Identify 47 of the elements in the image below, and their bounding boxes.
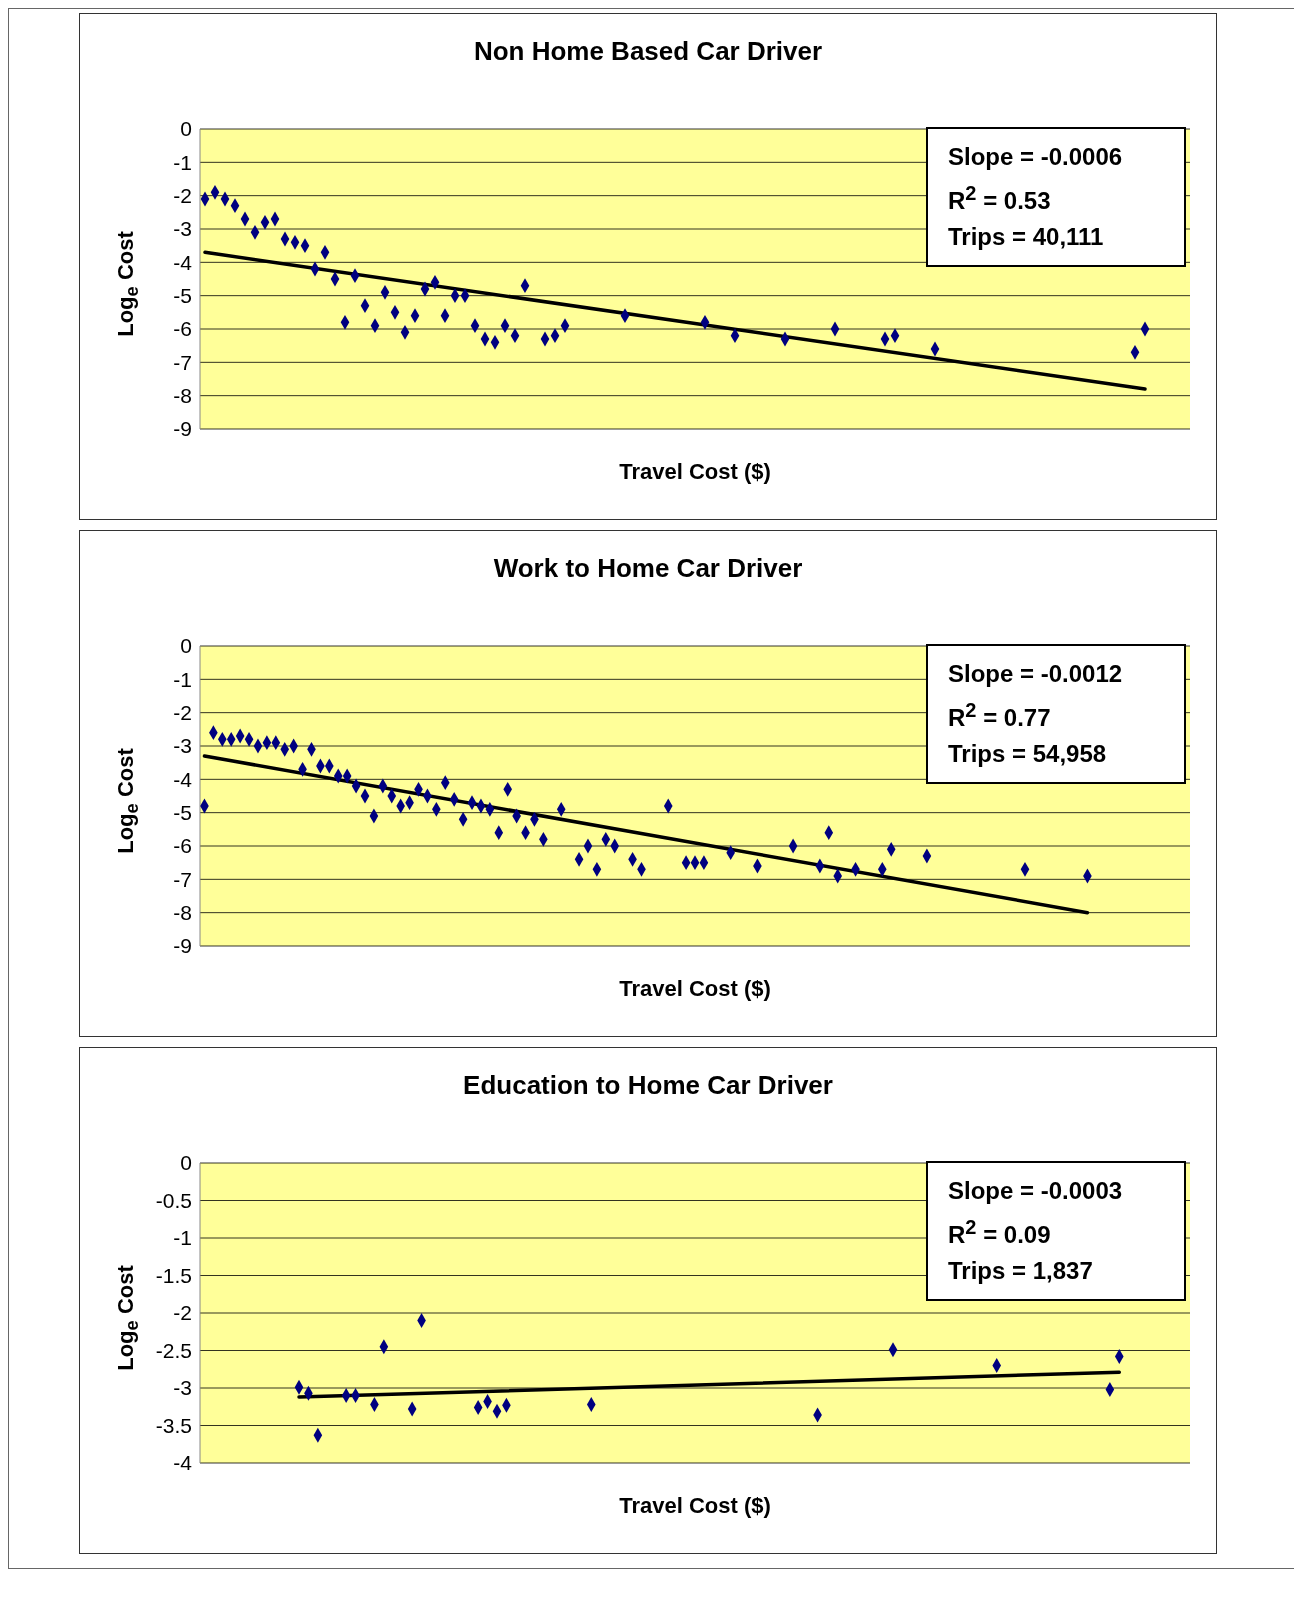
y-tick-label: 0 xyxy=(180,117,192,141)
annotation: R$^{2}$ = 0.77 xyxy=(948,698,1052,733)
y-tick-label: -0.5 xyxy=(155,1188,192,1212)
annotation: Trips = 1,837 xyxy=(948,1256,1094,1286)
y-tick-label: -5 xyxy=(173,284,192,308)
y-tick-label: -4 xyxy=(173,250,193,274)
chart-title: Work to Home Car Driver xyxy=(492,553,804,584)
y-tick-label: -2 xyxy=(173,184,192,208)
annotation: Slope = -0.0006 xyxy=(948,142,1124,172)
y-tick-label: -8 xyxy=(173,901,192,925)
y-tick-label: -6 xyxy=(173,834,192,858)
y-tick-label: -9 xyxy=(173,417,192,441)
y-tick-label: -9 xyxy=(173,934,192,958)
y-tick-label: -5 xyxy=(173,801,192,825)
annotation: Slope = -0.0012 xyxy=(948,659,1124,689)
y-tick-label: -7 xyxy=(173,867,192,891)
y-tick-label: -3 xyxy=(173,217,192,241)
y-tick-label: -1.5 xyxy=(155,1263,192,1287)
chart-title: Education to Home Car Driver xyxy=(462,1070,834,1101)
y-tick-label: -4 xyxy=(173,767,193,791)
y-tick-label: -4 xyxy=(173,1451,193,1475)
y-tick-label: -3.5 xyxy=(155,1413,192,1437)
annotation: Trips = 40,111 xyxy=(948,222,1105,252)
text-box: Slope = -0.0003 R$^{2}$ = 0.09 Trips = 1,837 xyxy=(926,1161,1186,1301)
x-axis-title: Travel Cost ($) xyxy=(618,976,772,1002)
y-tick-label: -1 xyxy=(173,667,192,691)
text-box: Slope = -0.0006 R$^{2}$ = 0.53 Trips = 40,111 xyxy=(926,127,1186,267)
x-axis-title: Travel Cost ($) xyxy=(618,459,772,485)
y-tick-label: -2.5 xyxy=(155,1338,192,1362)
y-tick-label: -1 xyxy=(173,1226,192,1250)
annotation: Slope = -0.0003 xyxy=(948,1176,1124,1206)
text-box: Slope = -0.0012 R$^{2}$ = 0.77 Trips = 54,958 xyxy=(926,644,1186,784)
annotation: R$^{2}$ = 0.53 xyxy=(948,181,1052,216)
y-tick-label: -7 xyxy=(173,350,192,374)
y-tick-label: -8 xyxy=(173,384,192,408)
annotation: R$^{2}$ = 0.09 xyxy=(948,1215,1052,1250)
y-tick-label: 0 xyxy=(180,634,192,658)
x-axis-title: Travel Cost ($) xyxy=(618,1493,772,1519)
y-tick-label: -6 xyxy=(173,317,192,341)
y-tick-label: -2 xyxy=(173,701,192,725)
y-tick-label: -2 xyxy=(173,1301,192,1325)
y-tick-label: 0 xyxy=(180,1151,192,1175)
y-tick-label: -1 xyxy=(173,150,192,174)
y-tick-label: -3 xyxy=(173,1376,192,1400)
y-tick-label: -3 xyxy=(173,734,192,758)
chart-title: Non Home Based Car Driver xyxy=(472,36,824,67)
annotation: Trips = 54,958 xyxy=(948,739,1108,769)
